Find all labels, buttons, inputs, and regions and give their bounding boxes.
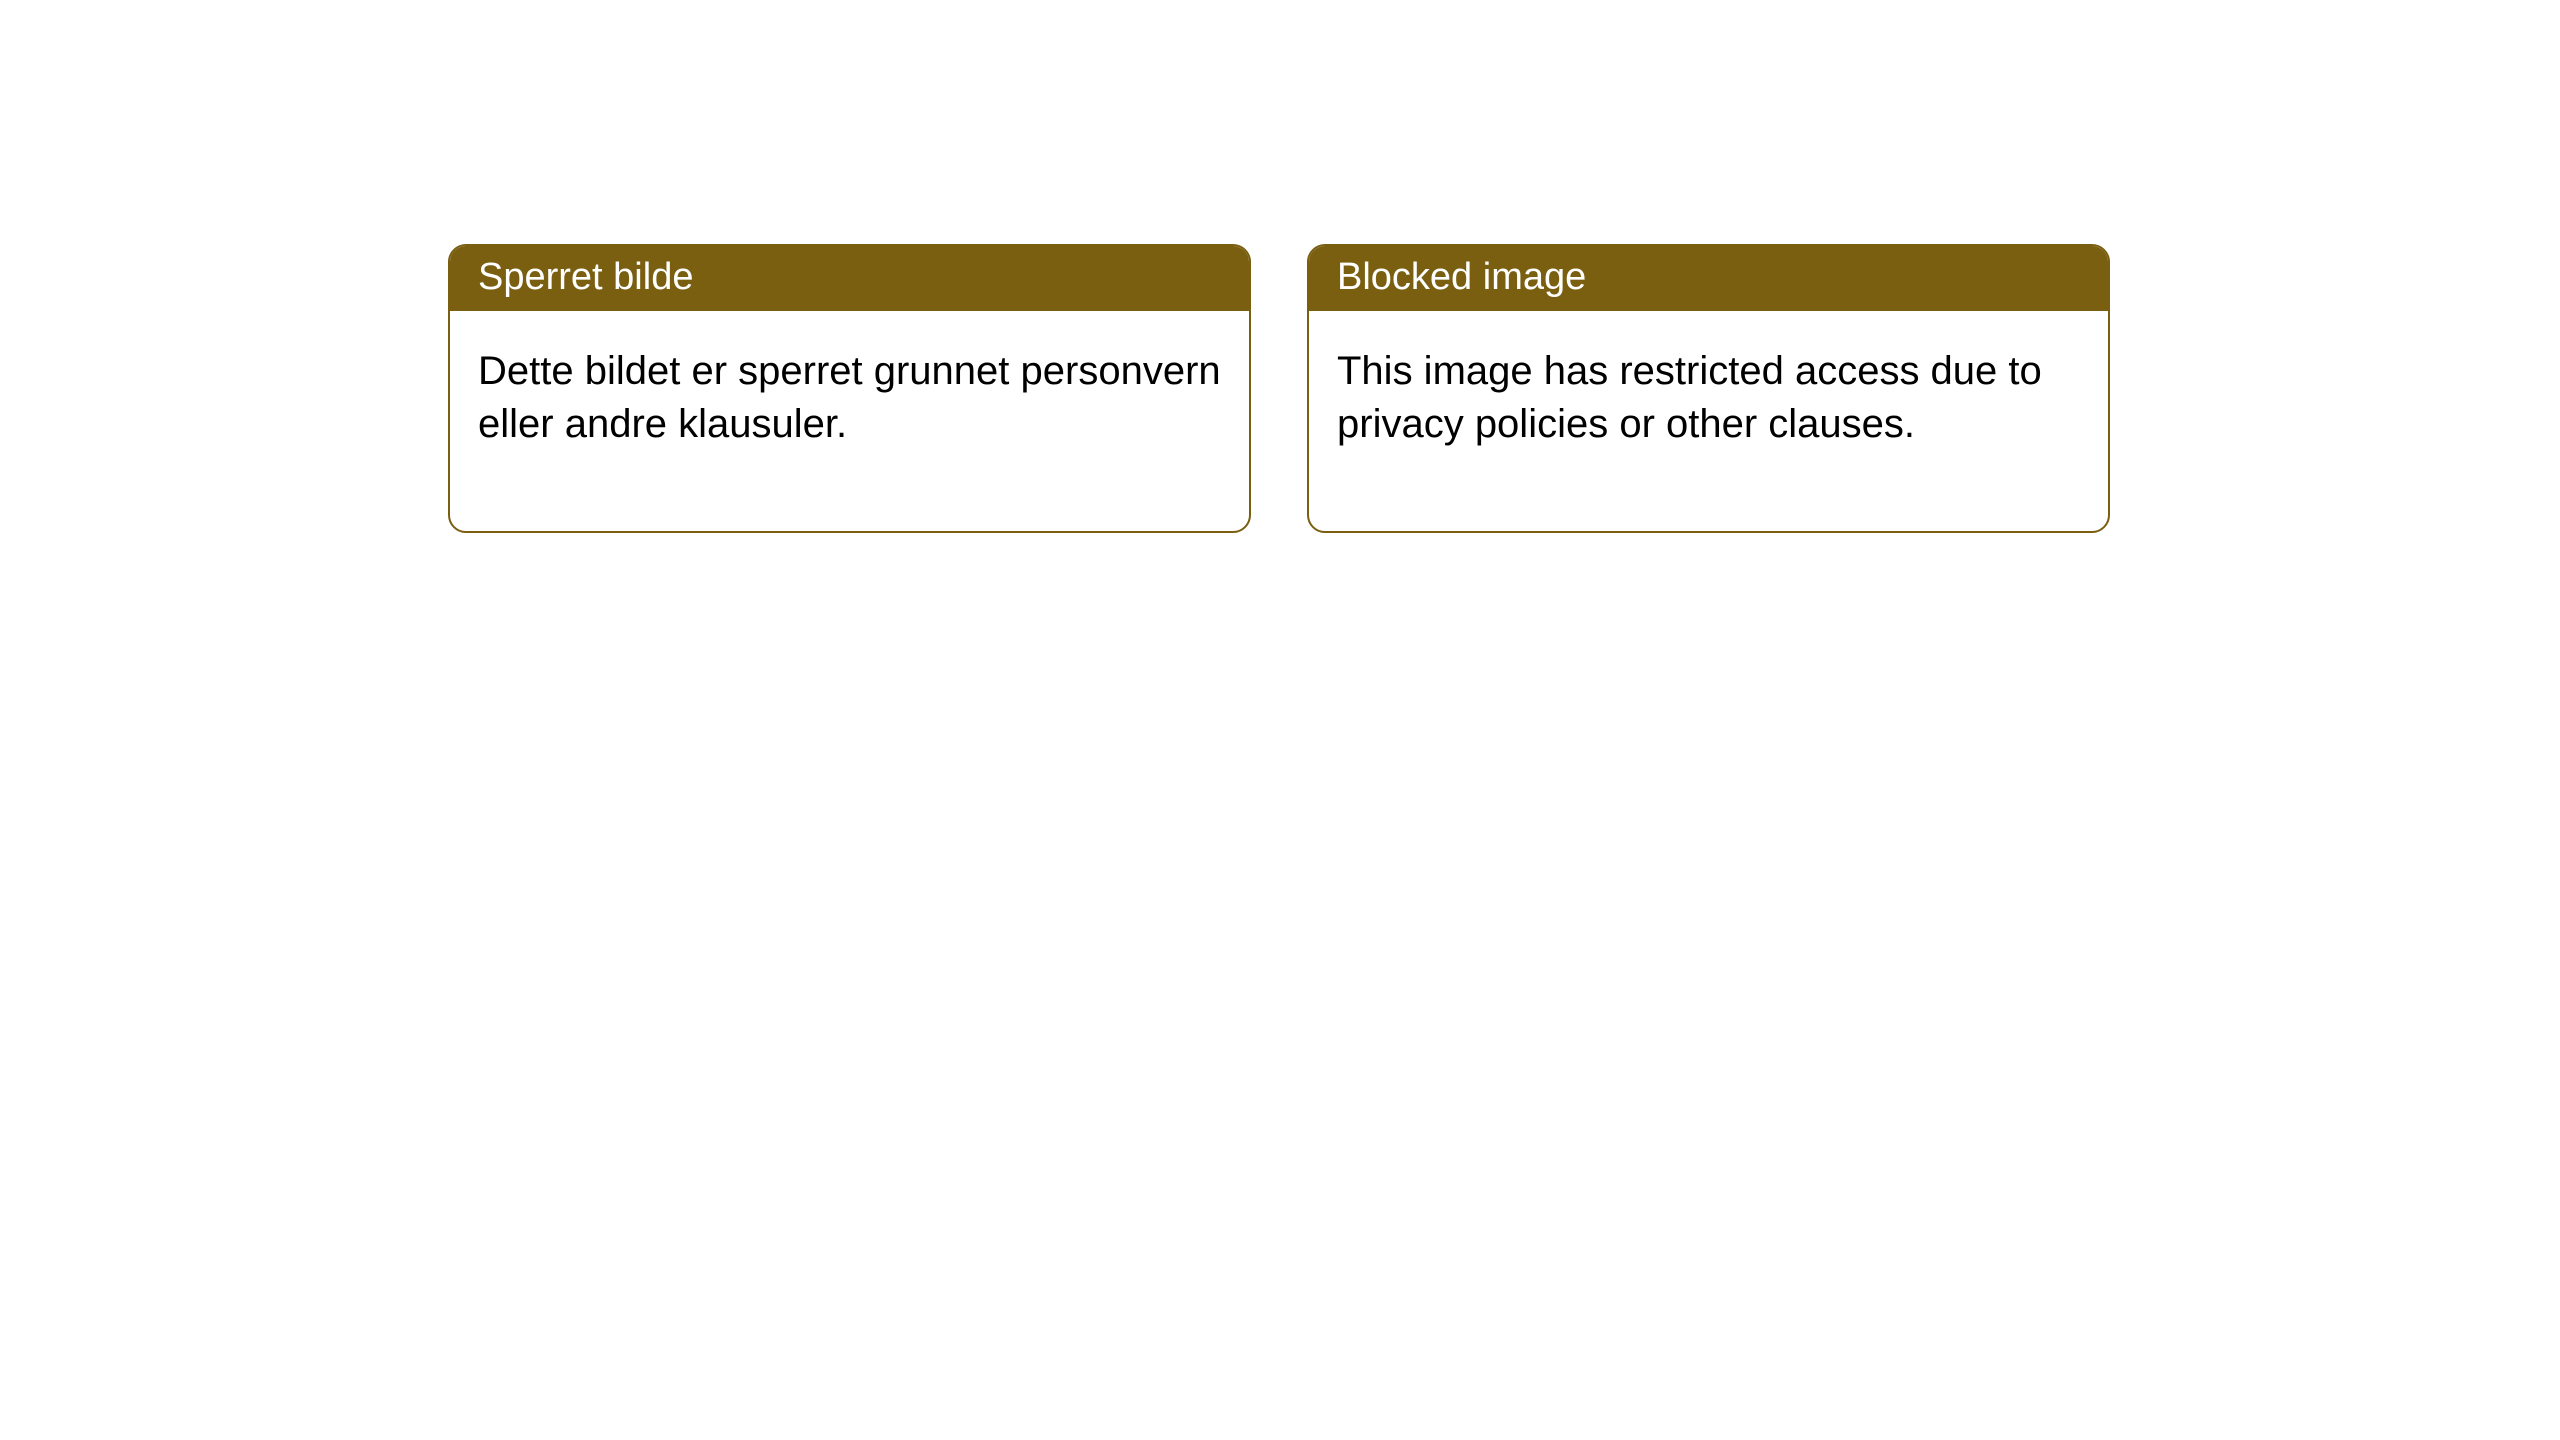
card-body: This image has restricted access due to …	[1309, 311, 2108, 531]
card-title: Blocked image	[1337, 256, 1586, 298]
notice-card-english: Blocked image This image has restricted …	[1307, 244, 2110, 533]
card-header: Blocked image	[1309, 246, 2108, 311]
card-body-text: This image has restricted access due to …	[1337, 349, 2042, 446]
notice-card-norwegian: Sperret bilde Dette bildet er sperret gr…	[448, 244, 1251, 533]
card-header: Sperret bilde	[450, 246, 1249, 311]
notice-container: Sperret bilde Dette bildet er sperret gr…	[448, 244, 2110, 533]
card-title: Sperret bilde	[478, 256, 693, 298]
card-body-text: Dette bildet er sperret grunnet personve…	[478, 349, 1221, 446]
card-body: Dette bildet er sperret grunnet personve…	[450, 311, 1249, 531]
